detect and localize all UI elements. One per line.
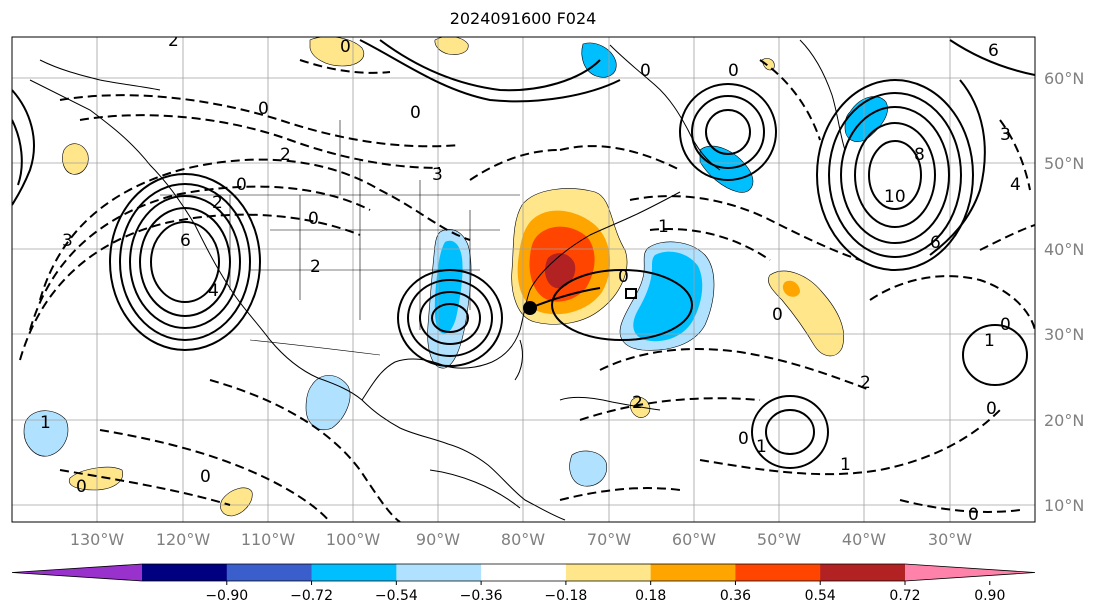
colorbar-outline — [11, 563, 1036, 582]
map-frame — [11, 36, 1036, 523]
contour-labels: 0 2 6 0 4 3 2 0 6 2 0 0 2 0 3 0 6 10 8 4… — [40, 31, 1021, 525]
contour-label: 0 — [308, 209, 319, 229]
contour-label: 4 — [1010, 175, 1021, 195]
colorbar-segment — [650, 564, 736, 581]
anomaly-negative-mexico — [305, 375, 351, 430]
contour-label: 0 — [236, 175, 247, 195]
contour-label: 3 — [62, 231, 73, 251]
lat-lon-grid — [12, 37, 1035, 522]
lon-label: 40°W — [842, 530, 886, 549]
lon-label: 120°W — [156, 530, 211, 549]
storm-track-line — [529, 287, 601, 309]
contour-label: 0 — [728, 61, 739, 81]
colorbar-tick-label: −0.36 — [460, 588, 503, 604]
contour-label: 2 — [168, 31, 179, 51]
colorbar-segment — [820, 564, 906, 581]
colorbar-tick-label: 0.54 — [805, 588, 836, 604]
colorbar-segment — [735, 564, 821, 581]
contours-positive — [12, 39, 1035, 469]
lat-label: 50°N — [1044, 154, 1084, 173]
colorbar-segment — [481, 564, 567, 581]
longitude-labels: 130°W 120°W 110°W 100°W 90°W 80°W 70°W 6… — [70, 530, 972, 549]
colorbar-tick-label: −0.18 — [544, 588, 587, 604]
contour-label: 8 — [914, 145, 925, 165]
contour-label: 0 — [258, 99, 269, 119]
contour-label: 1 — [658, 217, 669, 237]
colorbar-tick-label: 0.72 — [889, 588, 920, 604]
lon-label: 80°W — [501, 530, 545, 549]
contour-label: 0 — [340, 37, 351, 57]
contour-label: 0 — [410, 103, 421, 123]
coastlines — [29, 39, 846, 521]
anomaly-negative-caribbean — [569, 450, 608, 487]
colorbar-tick-label: −0.54 — [375, 588, 418, 604]
lon-label: 50°W — [757, 530, 801, 549]
colorbar: −0.90 −0.72 −0.54 −0.36 −0.18 0.18 0.36 0.54 0.7… — [11, 563, 1036, 604]
contour-label: 0 — [640, 61, 651, 81]
contour-label: 1 — [840, 455, 851, 475]
lat-label: 10°N — [1044, 496, 1084, 515]
contour-label: 2 — [212, 193, 223, 213]
colorbar-tick-label: 0.90 — [974, 588, 1005, 604]
anomaly-positive-central-atlantic-core — [782, 280, 800, 297]
contour-label: 0 — [1000, 315, 1011, 335]
colorbar-extend-min — [12, 564, 142, 581]
contour-label: 0 — [772, 305, 783, 325]
colorbar-tick-label: 0.18 — [635, 588, 666, 604]
lat-label: 20°N — [1044, 411, 1084, 430]
contour-label: 4 — [208, 281, 219, 301]
contour-label: 6 — [930, 233, 941, 253]
contour-label: 0 — [986, 399, 997, 419]
map-title: 2024091600 F024 — [449, 9, 597, 28]
contour-label: 1 — [984, 331, 995, 351]
colorbar-tick-label: −0.72 — [290, 588, 333, 604]
colorbar-segment — [565, 564, 652, 581]
contour-label: 1 — [756, 437, 767, 457]
colorbar-segment — [396, 564, 482, 581]
anomaly-positive-alaska — [62, 143, 89, 175]
lat-label: 40°N — [1044, 240, 1084, 259]
contour-label: 0 — [968, 505, 979, 525]
contour-label: 0 — [200, 467, 211, 487]
contours-negative — [19, 59, 1035, 522]
lat-label: 60°N — [1044, 69, 1084, 88]
contour-label: 6 — [988, 41, 999, 61]
contour-label: 10 — [884, 187, 906, 207]
lat-label: 30°N — [1044, 325, 1084, 344]
lon-label: 30°W — [928, 530, 972, 549]
lon-label: 100°W — [326, 530, 381, 549]
colorbar-segment — [226, 564, 313, 581]
contour-label: 2 — [280, 145, 291, 165]
colorbar-segment — [311, 564, 397, 581]
contour-label: 0 — [618, 267, 629, 287]
contour-label: 0 — [76, 477, 87, 497]
contour-label: 2 — [860, 373, 871, 393]
anomaly-positive-atlantic-small — [761, 58, 775, 71]
contour-label: 3 — [1000, 125, 1011, 145]
lon-label: 130°W — [70, 530, 125, 549]
contour-label: 3 — [432, 165, 443, 185]
anomaly-positive-pacific-south2 — [220, 487, 253, 517]
contour-label: 1 — [40, 413, 51, 433]
contour-label: 6 — [180, 231, 191, 251]
anomaly-negative-gulf-core — [434, 240, 463, 334]
colorbar-tick-label: 0.36 — [720, 588, 751, 604]
anomaly-negative-pacific — [23, 410, 69, 457]
lon-label: 60°W — [672, 530, 716, 549]
lon-label: 110°W — [241, 530, 296, 549]
lon-label: 90°W — [416, 530, 460, 549]
colorbar-segment — [142, 564, 228, 581]
anomaly-negative-atlantic-core — [633, 251, 703, 342]
contour-label: 2 — [632, 393, 643, 413]
lon-label: 70°W — [587, 530, 631, 549]
colorbar-tick-label: −0.90 — [205, 588, 248, 604]
contour-label: 0 — [738, 429, 749, 449]
contour-label: 2 — [310, 257, 321, 277]
colorbar-extend-max — [905, 564, 1035, 581]
small-square-marker — [625, 288, 637, 299]
latitude-labels: 60°N 50°N 40°N 30°N 20°N 10°N — [1044, 69, 1084, 515]
